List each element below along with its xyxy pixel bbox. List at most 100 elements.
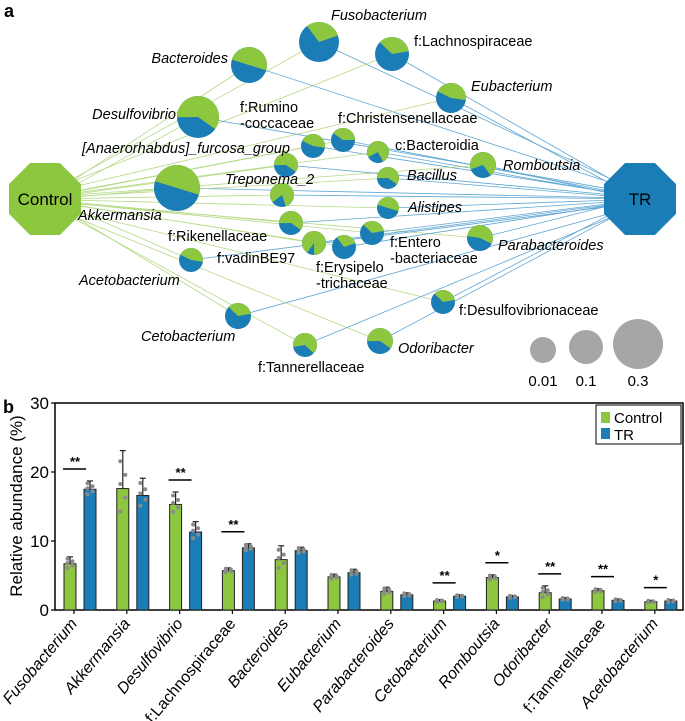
network-edges: [64, 41, 621, 346]
data-point: [118, 459, 123, 464]
data-point: [349, 568, 354, 573]
data-point: [545, 588, 550, 593]
node-label: f:Rikenellaceae: [168, 229, 267, 245]
data-point: [118, 482, 123, 487]
y-tick-label: 10: [30, 532, 49, 551]
pie-slice-control: [377, 197, 399, 212]
data-point: [276, 565, 281, 570]
significance-stars: **: [440, 568, 451, 583]
bar-tr: [453, 595, 467, 611]
node-label: Odoribacter: [398, 341, 475, 357]
edge-tr: [304, 213, 621, 346]
node-label: f:vadinBE97: [217, 251, 295, 267]
edge-control: [64, 64, 250, 186]
data-point: [65, 560, 70, 565]
data-point: [507, 593, 512, 598]
edge-tr: [442, 208, 621, 303]
node-label: f:Entero: [390, 235, 441, 251]
edge-control: [64, 177, 389, 198]
bar-control: [63, 563, 77, 611]
node-label: f:Erysipelo: [316, 260, 384, 276]
edge-tr: [450, 97, 621, 190]
edge-tr: [237, 210, 621, 317]
data-point: [90, 484, 95, 489]
data-point: [171, 509, 176, 514]
significance-stars: **: [598, 562, 609, 577]
size-legend-label: 0.3: [628, 373, 649, 390]
panel-a-label: a: [4, 1, 15, 21]
data-point: [196, 532, 201, 537]
edge-tr: [285, 164, 621, 196]
edge-tr: [281, 194, 621, 199]
plot-frame: [54, 402, 684, 611]
node-label: Bacteroides: [151, 51, 228, 67]
edge-control: [64, 212, 381, 342]
data-point: [613, 597, 618, 602]
node-label: Parabacteroides: [498, 238, 604, 254]
bar-chart: 0102030Fusobacterium**AkkermansiaDesulfo…: [0, 394, 684, 721]
data-point: [143, 497, 148, 502]
data-point: [123, 495, 128, 500]
pie-node: Bacillus: [377, 167, 457, 189]
data-point: [65, 565, 70, 570]
pie-node: Romboutsia: [470, 152, 580, 178]
network-hubs: Control TR: [9, 163, 676, 235]
octagon-node-tr: [604, 163, 676, 235]
pie-node: f:Desulfovibrionaceae: [431, 290, 598, 319]
significance-stars: **: [70, 454, 81, 469]
edge-control: [64, 210, 239, 317]
pie-slice-control: [180, 248, 203, 262]
data-point: [85, 481, 90, 486]
pie-slice-control: [367, 328, 393, 349]
data-point: [407, 592, 412, 597]
size-legend-circle: [569, 330, 603, 364]
pie-node: f:Lachnospiraceae: [375, 34, 533, 71]
data-point: [382, 586, 387, 591]
data-point: [598, 587, 603, 592]
data-point: [651, 599, 656, 604]
hub-tr: TR: [604, 163, 676, 235]
data-point: [329, 572, 334, 577]
edge-control: [64, 164, 484, 196]
network-nodes: Fusobacterium f:Lachnospiraceae Bacteroide…: [77, 8, 604, 376]
data-point: [138, 503, 143, 508]
size-legend-circle: [530, 337, 556, 363]
pie-node: f:Entero-bacteriaceae: [360, 220, 478, 267]
node-label: Romboutsia: [503, 158, 580, 174]
size-legend-circle: [613, 319, 663, 369]
data-point: [243, 542, 248, 547]
bar-tr: [347, 572, 361, 611]
pie-slice-control: [377, 167, 399, 185]
pie-slice-control: [379, 36, 409, 54]
pie-slice-control: [302, 133, 325, 148]
pie-node: Cetobacterium: [141, 303, 251, 345]
data-point: [618, 597, 623, 602]
significance-stars: *: [495, 548, 501, 563]
edge-tr: [387, 199, 621, 209]
pie-slice-control: [336, 234, 356, 247]
data-point: [387, 587, 392, 592]
x-tick-label: f:Lachnospiraceae: [142, 616, 239, 721]
y-axis-label: Relative abundance (%): [7, 415, 26, 596]
data-point: [191, 528, 196, 533]
data-point: [118, 509, 123, 514]
pie-node: [Anaerorhabdus]_furcosa_group: [81, 141, 298, 177]
legend-swatch-control: [601, 412, 610, 423]
pie-slice-control: [279, 211, 303, 230]
pie-node: Odoribacter: [367, 328, 475, 357]
data-point: [276, 547, 281, 552]
hub-label-control: Control: [18, 190, 73, 209]
data-point: [540, 589, 545, 594]
edge-tr: [391, 53, 621, 185]
bar-control: [485, 577, 499, 611]
data-point: [492, 574, 497, 579]
bar-control: [591, 590, 605, 611]
data-point: [281, 560, 286, 565]
node-label: f:Christensenellaceae: [338, 111, 477, 127]
node-label: [Anaerorhabdus]_furcosa_group: [81, 141, 290, 157]
node-label: Acetobacterium: [78, 273, 180, 289]
pie-node: f:Christensenellaceae: [331, 111, 477, 152]
data-point: [138, 481, 143, 486]
pie-node: f:Rumino-coccaceae: [240, 100, 325, 158]
